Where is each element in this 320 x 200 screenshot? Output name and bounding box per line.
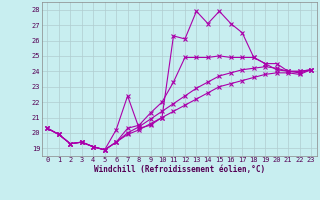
X-axis label: Windchill (Refroidissement éolien,°C): Windchill (Refroidissement éolien,°C) [94, 165, 265, 174]
